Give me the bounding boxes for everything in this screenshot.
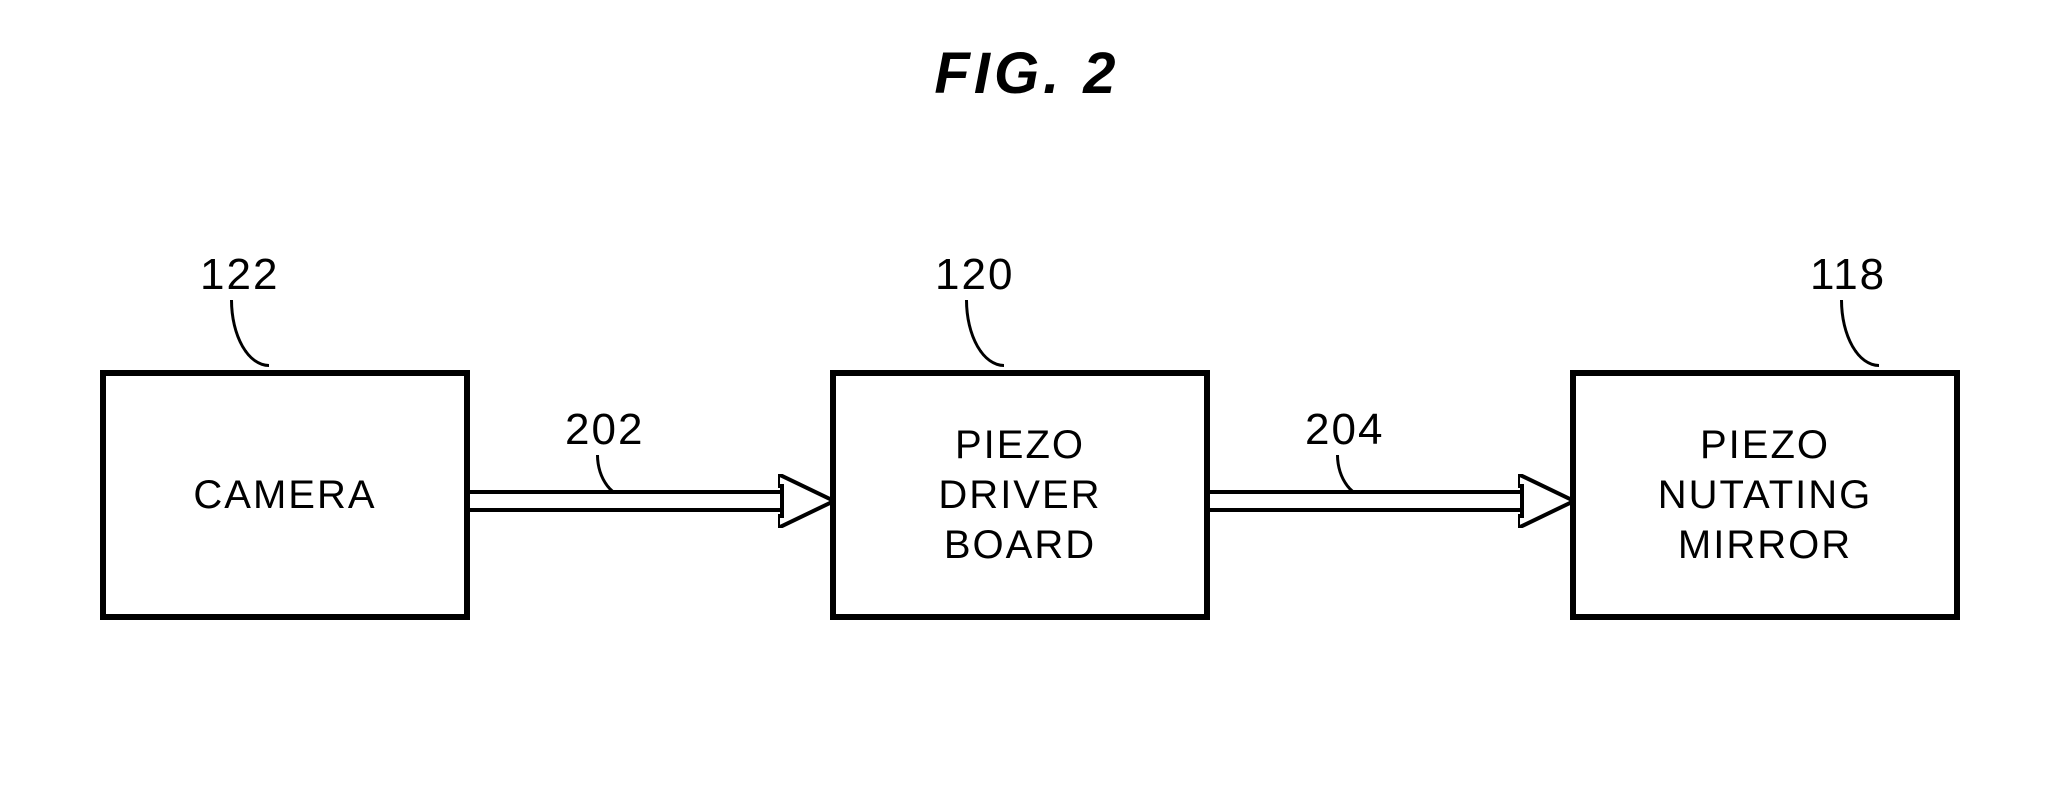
ref-202: 202 (565, 405, 644, 455)
leader-122 (230, 300, 269, 367)
ref-204: 204 (1305, 405, 1384, 455)
driver-label: PIEZO DRIVER BOARD (938, 420, 1101, 570)
arrow-202-head-icon (778, 474, 834, 528)
driver-box: PIEZO DRIVER BOARD (830, 370, 1210, 620)
camera-box: CAMERA (100, 370, 470, 620)
figure-title: FIG. 2 (0, 40, 2054, 107)
mirror-box: PIEZO NUTATING MIRROR (1570, 370, 1960, 620)
camera-label: CAMERA (193, 470, 376, 520)
arrow-204-head-icon (1518, 474, 1574, 528)
leader-120 (965, 300, 1004, 367)
arrow-204-shaft (1210, 490, 1520, 512)
ref-120: 120 (935, 250, 1014, 300)
leader-118 (1840, 300, 1879, 367)
diagram-canvas: FIG. 2 CAMERA PIEZO DRIVER BOARD PIEZO N… (0, 0, 2054, 808)
ref-122: 122 (200, 250, 279, 300)
arrow-202-shaft (470, 490, 780, 512)
ref-118: 118 (1810, 250, 1886, 300)
mirror-label: PIEZO NUTATING MIRROR (1658, 420, 1873, 570)
